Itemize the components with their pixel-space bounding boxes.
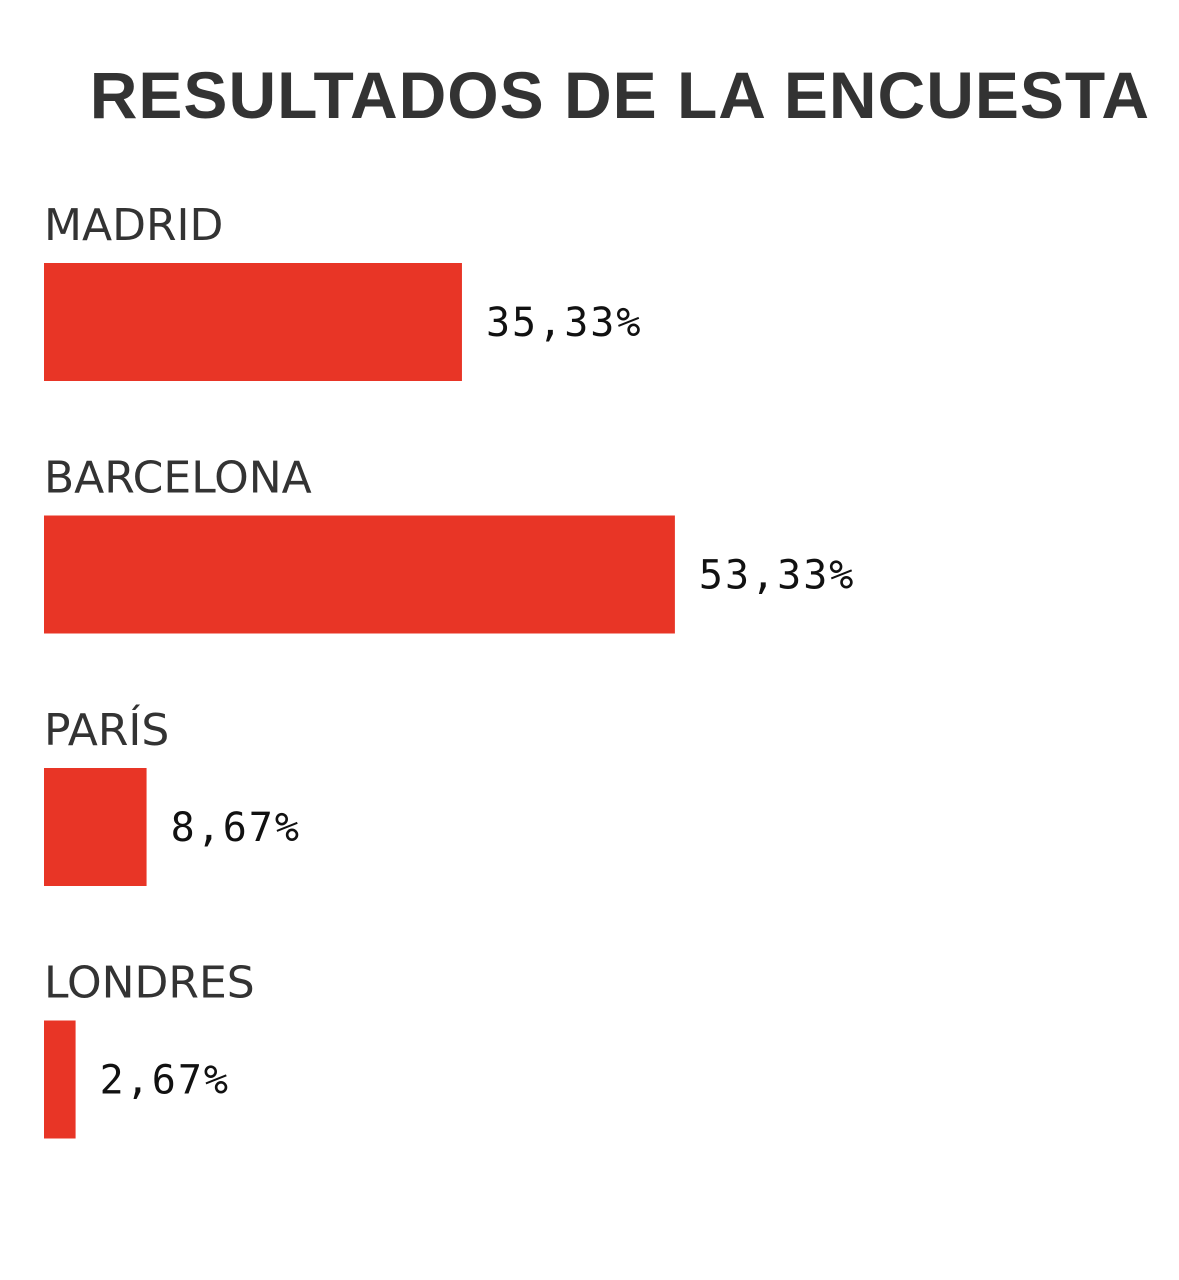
value-label: 35,33% [486,300,642,346]
bar [44,515,675,634]
category-label: PARÍS [44,703,169,756]
category-label: BARCELONA [44,453,312,504]
category-label: MADRID [44,200,223,251]
category-label: LONDRES [44,958,255,1009]
bar [44,1020,76,1139]
bar [44,768,147,886]
bar [44,263,462,381]
value-label: 8,67% [171,805,301,851]
bars-group: MADRID 35,33% BARCELONA 53,33% PARÍS 8,67% LON… [44,200,856,1139]
value-label: 53,33% [699,553,856,599]
value-label: 2,67% [100,1058,230,1104]
chart-title: RESULTADOS DE LA ENCUESTA [90,58,1150,132]
